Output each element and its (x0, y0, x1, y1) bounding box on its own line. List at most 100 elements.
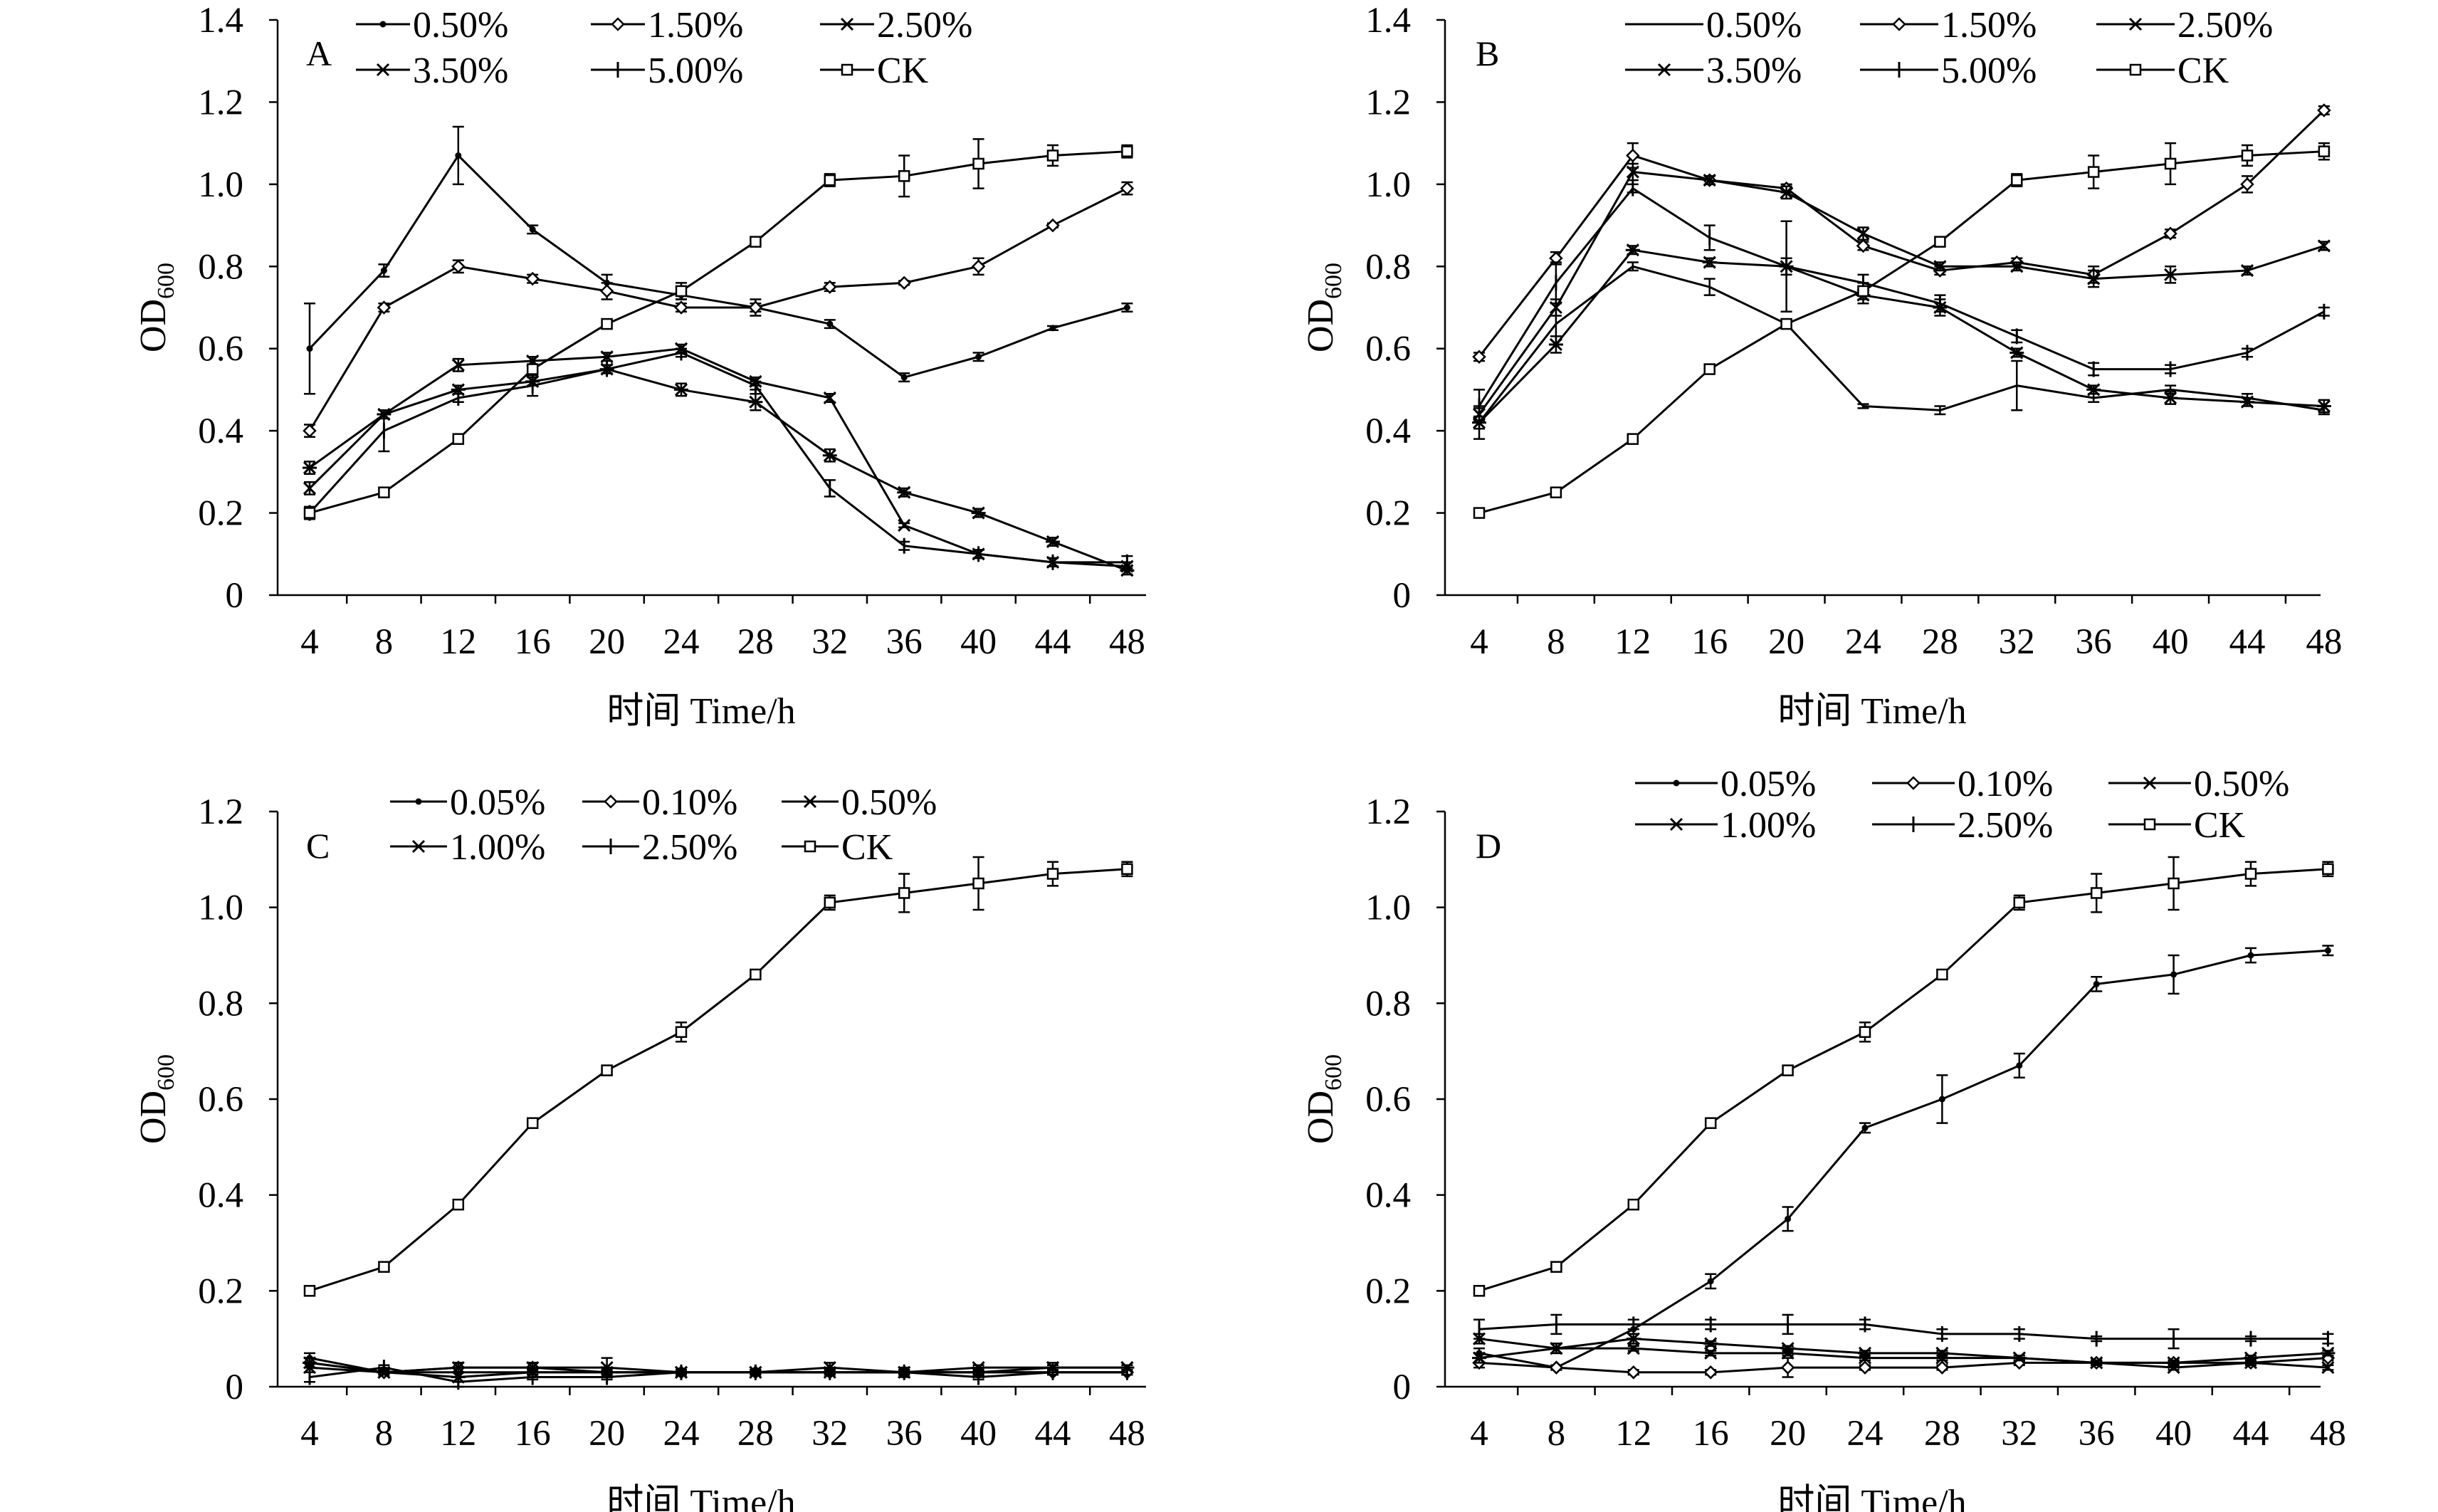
legend-marker (411, 839, 426, 854)
data-point (1549, 1342, 1564, 1355)
legend-marker (611, 17, 625, 31)
legend: 0.50% 1.50% 2.50% 3.50% 5.00% CK (356, 5, 972, 91)
x-tick-label: 32 (811, 622, 848, 662)
y-tick-label: 0.8 (198, 247, 243, 287)
data-point (1046, 535, 1060, 549)
legend-label: CK (2194, 805, 2246, 846)
legend-item: CK (782, 827, 893, 868)
data-point (378, 1261, 390, 1273)
x-tick-label: 40 (960, 1414, 997, 1454)
data-point (1046, 868, 1059, 880)
x-tick-label: 16 (1693, 1414, 1729, 1454)
data-point (2168, 877, 2180, 890)
data-point (898, 518, 911, 532)
legend-label: 1.50% (648, 5, 743, 46)
x-tick-label: 12 (440, 1414, 476, 1454)
data-point (2244, 1351, 2258, 1365)
x-tick-label: 16 (515, 622, 551, 662)
legend-marker (1673, 779, 1680, 787)
data-point (824, 174, 836, 187)
x-tick-label: 28 (1924, 1414, 1960, 1454)
legend-label: 1.50% (1941, 5, 2037, 46)
legend-label: 0.50% (2194, 764, 2289, 804)
legend-item: 0.10% (582, 782, 737, 823)
data-point (823, 280, 837, 294)
y-tick-label: 0.8 (1365, 247, 1411, 287)
legend-label: 5.00% (1941, 51, 2037, 91)
data-point (380, 267, 387, 274)
x-tick-label: 36 (886, 1414, 923, 1454)
data-point (1707, 1278, 1714, 1285)
legend-label: 1.00% (1720, 805, 1816, 846)
x-tick-label: 16 (1691, 622, 1728, 662)
x-tick-label: 48 (1109, 622, 1145, 662)
y-tick-label: 0.8 (1365, 984, 1411, 1024)
y-axis-title-main: OD (133, 299, 174, 352)
y-axis-title-sub: 600 (1320, 1054, 1347, 1091)
x-tick-label: 36 (2079, 1414, 2115, 1454)
y-tick-label: 1.0 (1365, 165, 1411, 205)
error-bar (1703, 278, 1715, 296)
data-point (1859, 1026, 1871, 1038)
data-point (525, 271, 540, 286)
series-line (1478, 109, 2325, 358)
data-point (2166, 1356, 2181, 1370)
x-tick-label: 28 (737, 622, 774, 662)
y-tick-label: 1.0 (198, 888, 243, 928)
y-axis-title-main: OD (1301, 1091, 1341, 1144)
x-tick-label: 28 (1922, 622, 1958, 662)
legend-label: 0.10% (1958, 764, 2053, 804)
data-point (600, 350, 614, 364)
data-point (822, 448, 837, 462)
x-axis-title: 时间 Time/h (606, 1483, 795, 1512)
legend-item: 1.00% (390, 827, 545, 868)
legend-label: CK (841, 827, 893, 868)
data-point (897, 275, 911, 290)
data-point (1549, 1360, 1564, 1375)
data-point (1704, 1346, 1718, 1360)
data-point (2086, 383, 2101, 397)
series-3.50% (1472, 220, 2331, 430)
legend-marker (1657, 63, 1671, 77)
x-tick-label: 8 (1548, 1414, 1566, 1454)
data-point (2013, 896, 2026, 909)
x-tick-label: 4 (300, 1414, 319, 1454)
data-point (823, 391, 836, 405)
y-tick-label: 0.6 (198, 1080, 243, 1120)
x-tick-label: 36 (886, 622, 923, 662)
x-tick-label: 40 (2155, 1414, 2192, 1454)
chart-panel-a: 00.20.40.60.81.01.21.44 8 12 16 20 24 28 32 36 40… (133, 1, 1146, 732)
data-point (674, 383, 688, 397)
series-line (1478, 265, 2325, 424)
legend-label: 5.00% (648, 51, 743, 91)
legend-marker (604, 794, 618, 809)
y-tick-label: 1.2 (1365, 83, 1411, 122)
x-tick-label: 44 (1035, 1414, 1071, 1454)
x-tick-label: 8 (375, 1414, 394, 1454)
data-point (1856, 227, 1870, 241)
series-line (309, 368, 1128, 572)
legend-marker (804, 840, 816, 853)
y-tick-label: 0 (226, 576, 244, 616)
y-tick-label: 1.2 (1365, 792, 1411, 832)
legend-item: 3.50% (1625, 51, 1802, 91)
data-point (897, 485, 912, 499)
data-point (1856, 238, 1871, 253)
data-point (826, 320, 834, 327)
x-tick-label: 48 (1109, 1414, 1145, 1454)
legend-item: 5.00% (1860, 51, 2037, 91)
panel-label: C (306, 826, 330, 866)
legend-marker (841, 63, 853, 76)
data-point (1703, 1337, 1718, 1350)
y-axis-title-main: OD (1301, 299, 1341, 352)
y-axis-title: OD600 (1301, 263, 1347, 352)
series-line (1478, 187, 2325, 407)
series-line (308, 154, 1128, 379)
data-point (2317, 103, 2331, 117)
data-point (378, 486, 390, 498)
data-point (1626, 165, 1639, 179)
data-point (2240, 263, 2254, 278)
data-point (2240, 177, 2254, 191)
legend-item: 2.50% (1872, 805, 2053, 846)
y-tick-label: 0.2 (198, 494, 243, 534)
